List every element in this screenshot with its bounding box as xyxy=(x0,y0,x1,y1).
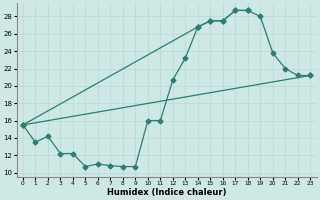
X-axis label: Humidex (Indice chaleur): Humidex (Indice chaleur) xyxy=(107,188,226,197)
